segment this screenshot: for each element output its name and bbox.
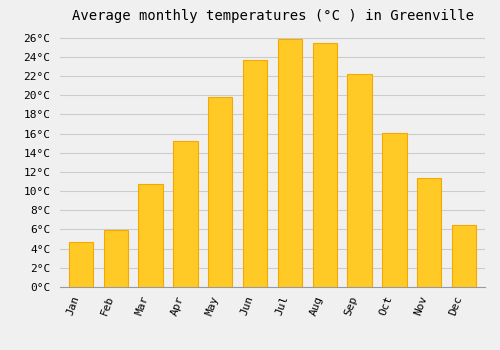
Bar — [104, 230, 128, 287]
Bar — [68, 242, 93, 287]
Bar — [208, 97, 233, 287]
Bar — [348, 74, 372, 287]
Bar — [138, 184, 163, 287]
Bar — [312, 43, 337, 287]
Bar — [173, 141, 198, 287]
Bar — [278, 38, 302, 287]
Bar — [452, 225, 476, 287]
Bar — [243, 60, 268, 287]
Bar — [382, 133, 406, 287]
Title: Average monthly temperatures (°C ) in Greenville: Average monthly temperatures (°C ) in Gr… — [72, 9, 473, 23]
Bar — [417, 178, 442, 287]
